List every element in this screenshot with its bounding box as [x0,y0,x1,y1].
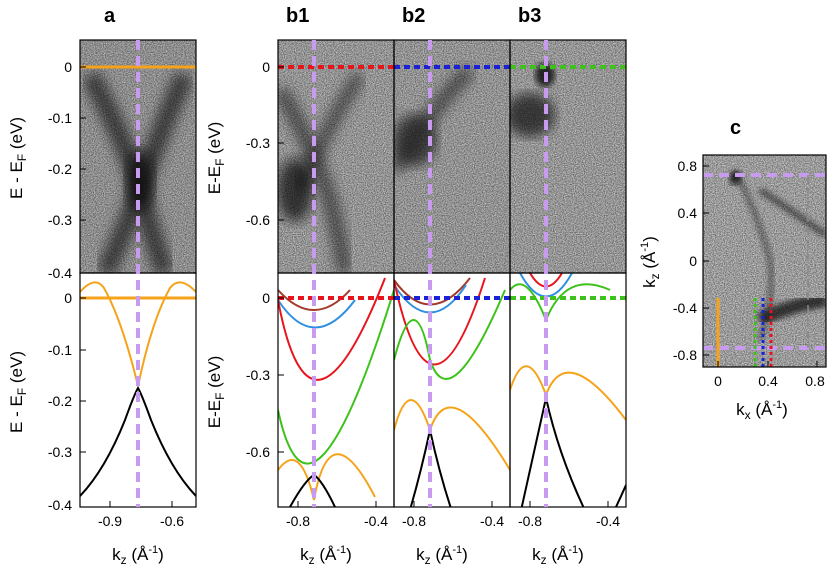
b1-xtick-1: -0.4 [364,513,388,529]
c-ytick-0: 0.8 [678,158,698,174]
c-ytick-4: -0.8 [673,347,697,363]
a-bot-ytick-2: -0.2 [48,393,72,409]
c-xlabel: kx (Å-1) [736,399,788,422]
a-bottom-ylabel: E - EF (eV) [7,351,29,433]
a-top-yticks [80,66,86,274]
b-top-ytick-0: 0 [262,59,270,75]
b-top-ytick-2: -0.6 [246,212,270,228]
a-bot-yticks [80,297,173,507]
a-top-ytick-1: -0.1 [48,110,72,126]
b2-xlabel: kz (Å-1) [416,544,468,567]
a-bot-ytick-0: 0 [64,290,72,306]
c-ticks [703,165,818,367]
panel-label-c: c [730,117,741,139]
a-bot-ytick-3: -0.3 [48,444,72,460]
c-ytick-3: -0.4 [673,300,697,316]
frame-b2-bottom [393,272,511,508]
a-top-ylabel: E - EF (eV) [7,117,29,199]
b-bot-ytick-2: -0.6 [246,444,270,460]
panel-label-a: a [104,5,116,27]
panel-label-b1: b1 [286,5,309,27]
c-ytick-2: 0 [689,253,697,269]
b2-xtick-0: -0.8 [402,513,426,529]
c-ytick-1: 0.4 [678,205,698,221]
frame-b1-bottom [277,272,395,508]
arpes-b2-image [394,40,510,273]
a-top-ytick-3: -0.3 [48,212,72,228]
a-bot-ytick-1: -0.1 [48,342,72,358]
b1-xtick-0: -0.8 [286,513,310,529]
b-top-ytick-1: -0.3 [246,135,270,151]
b-top-ylabel: E-EF (eV) [205,122,227,195]
a-xtick-1: -0.6 [160,513,184,529]
a-top-ytick-0: 0 [64,59,72,75]
a-top-ytick-4: -0.4 [48,265,72,281]
b3-xlabel: kz (Å-1) [532,544,584,567]
arpes-b3-image [510,40,626,273]
c-xtick-0: 0 [714,373,722,389]
b2-xtick-1: -0.4 [480,513,504,529]
c-xtick-1: 0.4 [758,373,778,389]
bands-b1 [278,277,394,507]
b-xticks [297,501,609,507]
a-xtick-0: -0.9 [98,513,122,529]
b-yticks [278,66,284,453]
arpes-b1-image [278,40,394,273]
panel-label-b2: b2 [402,5,425,27]
valence-band-a [80,385,196,497]
b-bot-ytick-0: 0 [262,290,270,306]
c-xtick-2: 0.8 [805,373,825,389]
a-xlabel: kz (Å-1) [112,544,164,567]
b1-xlabel: kz (Å-1) [300,544,352,567]
fermi-map-c [703,155,826,367]
b-bot-ytick-1: -0.3 [246,367,270,383]
c-ylabel: kz (Å-1) [639,236,662,288]
b3-xtick-0: -0.8 [518,513,542,529]
a-bot-ytick-4: -0.4 [48,497,72,513]
b3-xtick-1: -0.4 [596,513,620,529]
b-bottom-ylabel: E-EF (eV) [205,356,227,429]
a-top-ytick-2: -0.2 [48,161,72,177]
panel-label-b3: b3 [518,5,541,27]
frame-b3-bottom [509,272,627,508]
